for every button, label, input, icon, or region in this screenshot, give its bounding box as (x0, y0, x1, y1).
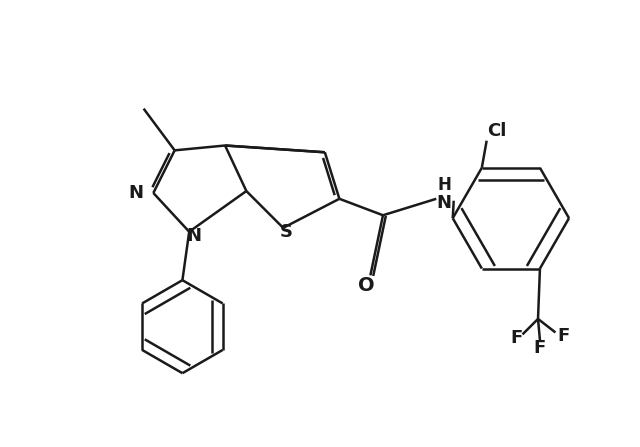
Text: O: O (358, 275, 375, 295)
Text: N: N (436, 194, 452, 212)
Text: F: F (534, 339, 546, 357)
Text: N: N (186, 227, 202, 245)
Text: H: H (437, 176, 451, 194)
Text: N: N (129, 184, 143, 202)
Text: Cl: Cl (486, 122, 506, 140)
Text: S: S (280, 223, 292, 241)
Text: F: F (557, 327, 570, 346)
Text: F: F (511, 329, 523, 347)
